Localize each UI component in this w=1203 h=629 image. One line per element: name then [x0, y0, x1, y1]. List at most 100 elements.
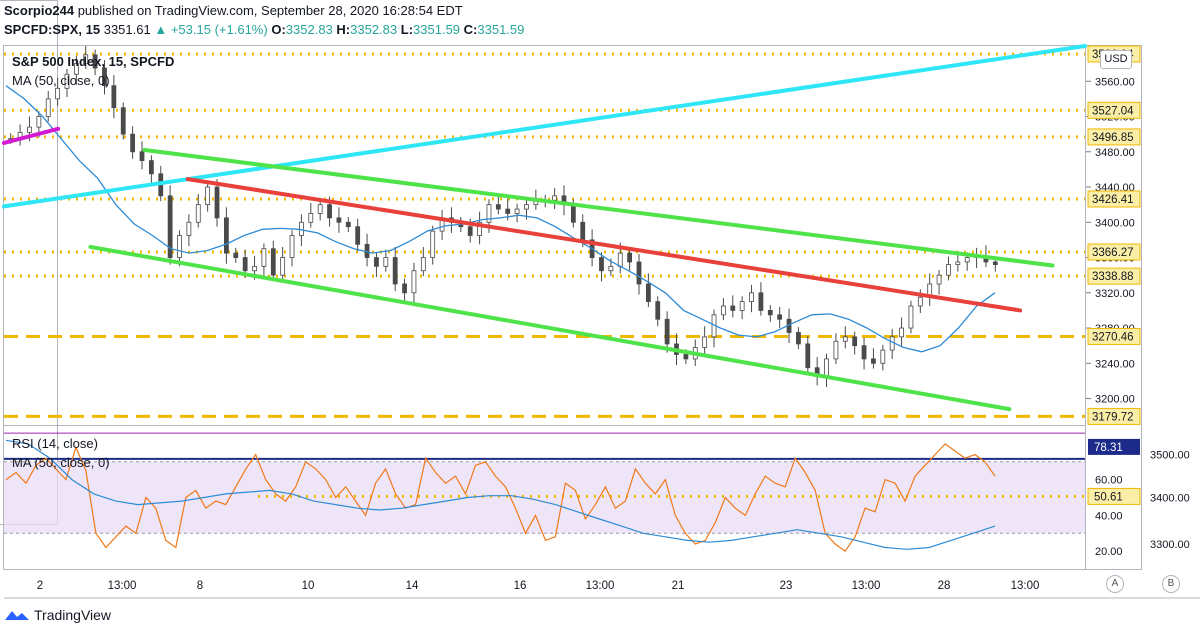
time-tick-label: 21 — [672, 580, 685, 592]
level-label-3426.41: 3426.41 — [1092, 194, 1134, 206]
price-tick-label: 3200.00 — [1095, 394, 1135, 406]
main-legend-title: S&P 500 Index, 15, SPCFD — [12, 54, 175, 69]
rsi-legend[interactable]: RSI (14, close) — [12, 436, 98, 451]
rsi-ma-legend[interactable]: MA (50, close, 0) — [12, 455, 110, 470]
candle-body — [420, 257, 426, 272]
time-tick-label: 28 — [938, 580, 951, 592]
level-label-3338.88: 3338.88 — [1092, 271, 1134, 283]
candle-body — [242, 257, 248, 272]
candle-body — [223, 217, 229, 254]
candle-body — [805, 343, 811, 369]
candle-body — [111, 85, 117, 109]
candle-body — [55, 87, 61, 100]
candle-body — [280, 257, 286, 276]
candle-body — [720, 305, 726, 316]
rsi-pane[interactable] — [3, 425, 1086, 570]
ohlc-line: SPCFD:SPX, 15 3351.61 ▲ +53.15 (+1.61%) … — [4, 22, 524, 37]
main-legend[interactable]: S&P 500 Index, 15, SPCFD — [12, 54, 174, 69]
green-upper-channel — [142, 148, 1055, 268]
candle-body — [749, 292, 754, 303]
price-pane[interactable] — [3, 45, 1086, 426]
candle-body — [683, 354, 689, 360]
candle-body — [767, 310, 773, 316]
change-value: ▲ +53.15 (+1.61%) — [154, 22, 267, 37]
level-badge — [1087, 327, 1141, 345]
candle-body — [824, 358, 829, 377]
candle-body — [505, 208, 511, 214]
close-value: 3351.59 — [477, 22, 525, 37]
candle-body — [627, 252, 633, 263]
candle-body — [871, 358, 876, 364]
level-badge — [1087, 101, 1141, 119]
brand-text: TradingView — [34, 607, 112, 623]
secondary-tick-label: 3500.00 — [1150, 450, 1190, 462]
time-tick-label: 13:00 — [108, 580, 137, 592]
candle-body — [383, 257, 389, 267]
rsi-ma-line — [5, 439, 996, 550]
price-tick-label: 3560.00 — [1095, 76, 1135, 88]
b-button[interactable]: B — [1162, 575, 1180, 593]
time-tick-label: 13:00 — [586, 580, 615, 592]
candle-body — [739, 301, 745, 311]
red-trendline — [185, 177, 1023, 313]
ma-legend[interactable]: MA (50, close, 0) — [12, 73, 110, 88]
candle-body — [880, 349, 886, 364]
open-label: O: — [271, 22, 286, 37]
publish-text: published on TradingView.com, September … — [74, 3, 463, 18]
candle-body — [861, 345, 867, 360]
candle-body — [899, 327, 904, 338]
candle-body — [636, 261, 642, 285]
candle-body — [524, 204, 529, 210]
price-tick-label: 3320.00 — [1095, 288, 1135, 300]
candle-body — [167, 195, 173, 258]
candle-body — [758, 292, 764, 311]
high-label: H: — [336, 22, 351, 37]
candle-body — [92, 54, 98, 69]
rsi-tick-label: 40.00 — [1095, 510, 1123, 522]
time-tick-label: 16 — [514, 580, 527, 592]
candle-body — [608, 265, 614, 272]
level-badge — [1087, 243, 1141, 261]
rsi-level-badge-gold — [1087, 487, 1141, 505]
candle-body — [486, 204, 492, 223]
candle-body — [777, 314, 783, 320]
currency-button[interactable]: USD — [1100, 50, 1132, 69]
candle-body — [955, 261, 961, 265]
candle-body — [139, 151, 145, 161]
candle-body — [946, 264, 951, 276]
cyan-trendline — [2, 44, 1087, 209]
candle-body — [186, 221, 192, 236]
candle-body — [355, 226, 361, 245]
candle-body — [552, 195, 558, 201]
candle-body — [130, 133, 136, 153]
candle-body — [27, 126, 32, 133]
level-label-3366.27: 3366.27 — [1092, 247, 1134, 259]
time-tick-label: 14 — [406, 580, 419, 592]
candle-body — [467, 226, 473, 236]
level-badge — [1087, 407, 1141, 425]
candle-body — [730, 305, 736, 311]
author-name[interactable]: Scorpio244 — [4, 3, 75, 18]
rsi-level-badge-navy — [1088, 438, 1140, 455]
candle-body — [102, 67, 107, 87]
auto-scale-button[interactable]: A — [1106, 575, 1124, 593]
candle-body — [308, 213, 314, 223]
time-tick-label: 23 — [780, 580, 793, 592]
candle-body — [36, 116, 42, 128]
candle-body — [317, 204, 323, 214]
candle-body — [599, 257, 604, 272]
symbol-label: SPCFD:SPX, 15 — [4, 22, 101, 37]
tradingview-logo[interactable]: TradingView — [4, 607, 111, 623]
time-tick-label: 13:00 — [852, 580, 881, 592]
candle-body — [374, 257, 379, 267]
candle-body — [664, 318, 670, 345]
time-tick-label: 8 — [197, 580, 203, 592]
level-label-3270.46: 3270.46 — [1092, 331, 1134, 343]
time-tick-label: 2 — [37, 580, 43, 592]
candles-group — [8, 46, 998, 388]
candle-body — [889, 336, 895, 351]
candle-body — [570, 204, 576, 223]
price-tick-label: 3400.00 — [1095, 217, 1135, 229]
candle-body — [45, 98, 51, 117]
